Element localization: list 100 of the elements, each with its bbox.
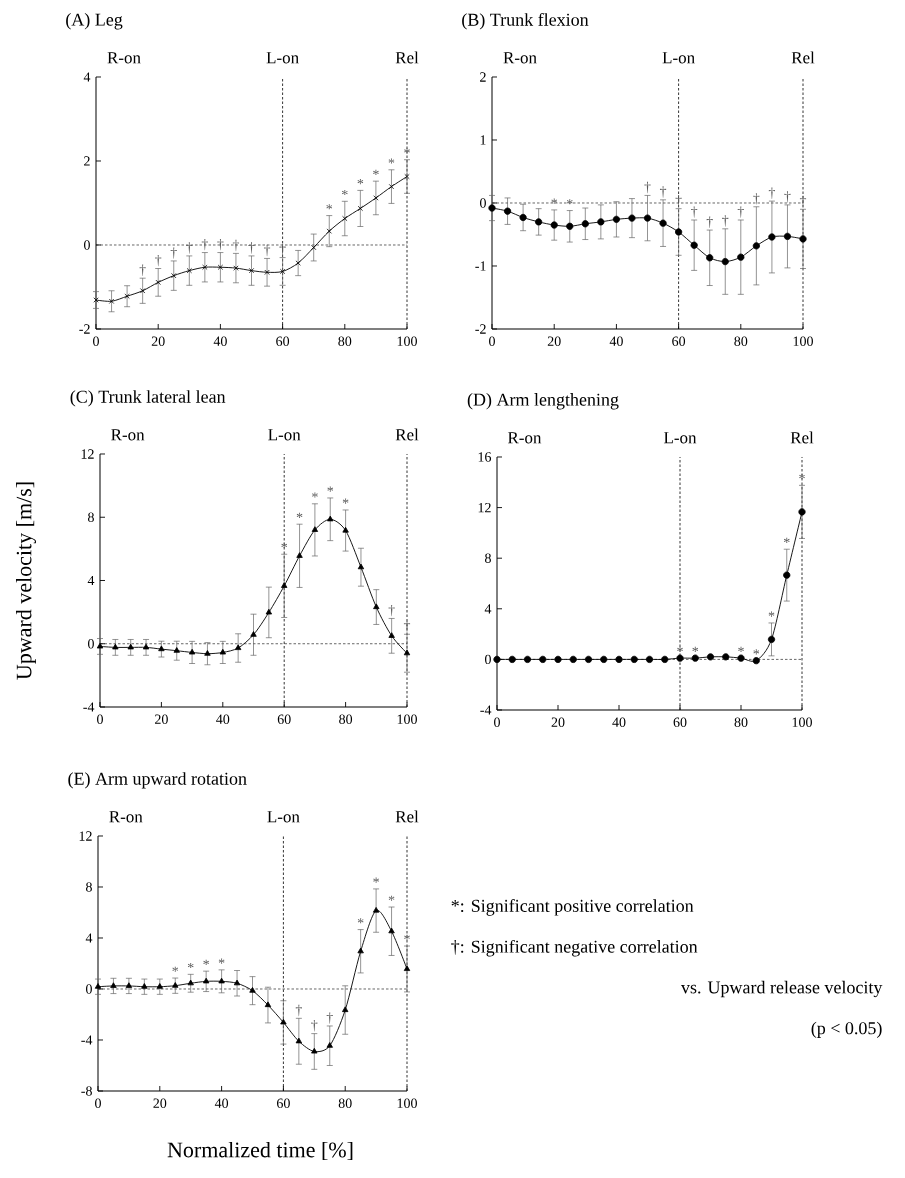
chart-title: (C) Trunk lateral lean: [70, 390, 226, 407]
point: [783, 571, 791, 579]
point: [550, 221, 558, 229]
point: [645, 655, 654, 663]
point: [628, 214, 636, 222]
point: [311, 244, 317, 251]
y-tick-label: 8: [86, 882, 92, 892]
y-tick-label: 16: [478, 452, 492, 462]
point: [124, 293, 130, 299]
x-tick-label: 20: [151, 336, 165, 346]
point: [569, 655, 577, 663]
point: [566, 222, 574, 230]
chart-title: (B) Trunk flexion: [462, 12, 589, 30]
annotation: †: [279, 244, 286, 256]
ref-line-label: Rel: [791, 51, 815, 64]
point: [218, 977, 225, 984]
annotation: †: [753, 193, 760, 205]
point: [327, 515, 334, 522]
point: [202, 977, 210, 984]
point: [706, 653, 715, 661]
point: [204, 650, 211, 656]
point: [612, 215, 621, 223]
text: (p < 0.05): [811, 1021, 882, 1038]
x-tick-label: 80: [339, 714, 353, 724]
y-tick-label: 0: [88, 639, 94, 649]
x-tick-label: 40: [213, 336, 227, 346]
annotation: †: [311, 1020, 318, 1032]
point: [158, 645, 165, 652]
annotation: †: [326, 1012, 333, 1024]
point: [373, 603, 380, 610]
annotation: *: [373, 169, 379, 175]
y-tick-label: -8: [81, 1086, 92, 1096]
point: [234, 644, 242, 651]
annotation: †: [403, 620, 411, 633]
x-tick-label: 60: [672, 336, 686, 346]
x-tick-label: 100: [792, 717, 812, 727]
y-tick-label: 4: [484, 604, 492, 614]
point: [110, 982, 117, 988]
annotation: *: [404, 148, 410, 154]
point: [722, 653, 730, 661]
annotation: *: [692, 646, 699, 652]
x-tick-label: 0: [494, 717, 500, 727]
x-tick-label: 60: [673, 717, 687, 727]
point: [706, 254, 714, 262]
annotation: †: [768, 187, 775, 199]
point: [357, 947, 364, 954]
point: [676, 654, 684, 662]
annotation: †: [388, 604, 395, 617]
point: [523, 655, 532, 663]
point: [388, 183, 395, 190]
point: [94, 983, 102, 989]
annotation: †: [799, 195, 807, 208]
ref-line-label: Rel: [395, 428, 419, 441]
point: [493, 655, 501, 663]
point: [217, 264, 224, 270]
annotation: *: [281, 542, 288, 549]
point: [172, 982, 179, 988]
point: [187, 979, 194, 986]
text: *: Significant positive correlation: [451, 899, 694, 916]
point: [767, 635, 776, 644]
x-tick-label: 20: [551, 717, 565, 727]
y-tick-label: 1: [480, 135, 486, 145]
text: †: Significant negative correlation: [451, 939, 698, 957]
y-tick-label: 2: [480, 72, 486, 82]
point: [403, 649, 411, 656]
point: [112, 643, 119, 650]
point: [721, 257, 729, 266]
point: [342, 215, 348, 222]
x-tick-label: 100: [397, 1098, 417, 1108]
point: [768, 233, 776, 241]
y-tick-label: -4: [83, 702, 95, 712]
point: [141, 983, 148, 989]
point: [737, 654, 745, 662]
annotation: †: [295, 1004, 302, 1017]
point: [311, 526, 319, 532]
x-tick-label: 40: [216, 714, 230, 724]
point: [372, 906, 380, 913]
point: [139, 288, 146, 294]
point: [539, 655, 547, 663]
chart-title: (D) Arm lengthening: [467, 393, 619, 410]
point: [171, 272, 177, 279]
annotation: *: [296, 512, 303, 518]
point: [584, 655, 593, 663]
point: [125, 982, 133, 988]
y-tick-label: 12: [478, 502, 491, 513]
x-tick-label: 80: [734, 336, 748, 346]
y-tick-label: 12: [79, 831, 92, 841]
ref-line-label: L-on: [266, 52, 299, 64]
ref-line-label: L-on: [267, 811, 300, 823]
y-tick-label: 4: [83, 72, 91, 82]
point: [508, 655, 516, 663]
point: [264, 269, 270, 275]
annotation: †: [784, 191, 791, 203]
annotation: *: [341, 189, 348, 196]
annotation: †: [706, 216, 713, 228]
point: [691, 654, 699, 662]
y-tick-label: 0: [485, 654, 491, 665]
annotation: *: [373, 877, 379, 883]
annotation: *: [738, 646, 744, 652]
x-tick-label: 80: [734, 717, 748, 727]
